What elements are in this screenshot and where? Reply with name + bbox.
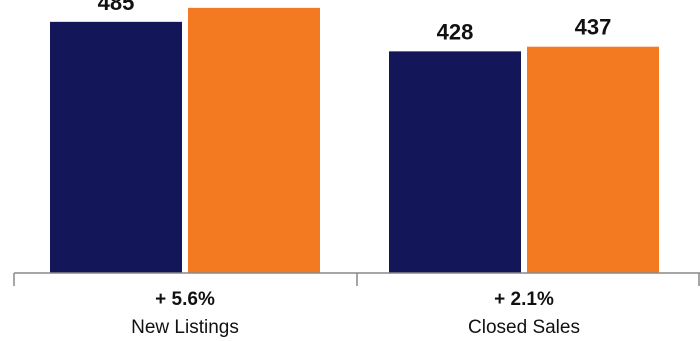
bar-closed-sales-series-2	[527, 46, 659, 274]
category-label-closed-sales: Closed Sales	[468, 317, 580, 338]
bar-new-listings-series-2	[188, 7, 320, 273]
change-label-closed-sales: + 2.1%	[494, 289, 554, 310]
bar-new-listings-series-1	[50, 21, 182, 274]
change-label-new-listings: + 5.6%	[155, 289, 215, 310]
bars-layer	[50, 7, 659, 274]
bar-closed-sales-series-1	[389, 51, 521, 273]
data-label-closed-sales-series-2: 437	[575, 15, 612, 40]
data-label-new-listings-series-1: 485	[98, 0, 135, 15]
data-label-new-listings-series-2: 512	[236, 0, 273, 1]
value-labels-layer: 485 512 428 437	[98, 0, 612, 44]
data-label-closed-sales-series-1: 428	[437, 19, 474, 44]
category-label-new-listings: New Listings	[131, 317, 239, 338]
